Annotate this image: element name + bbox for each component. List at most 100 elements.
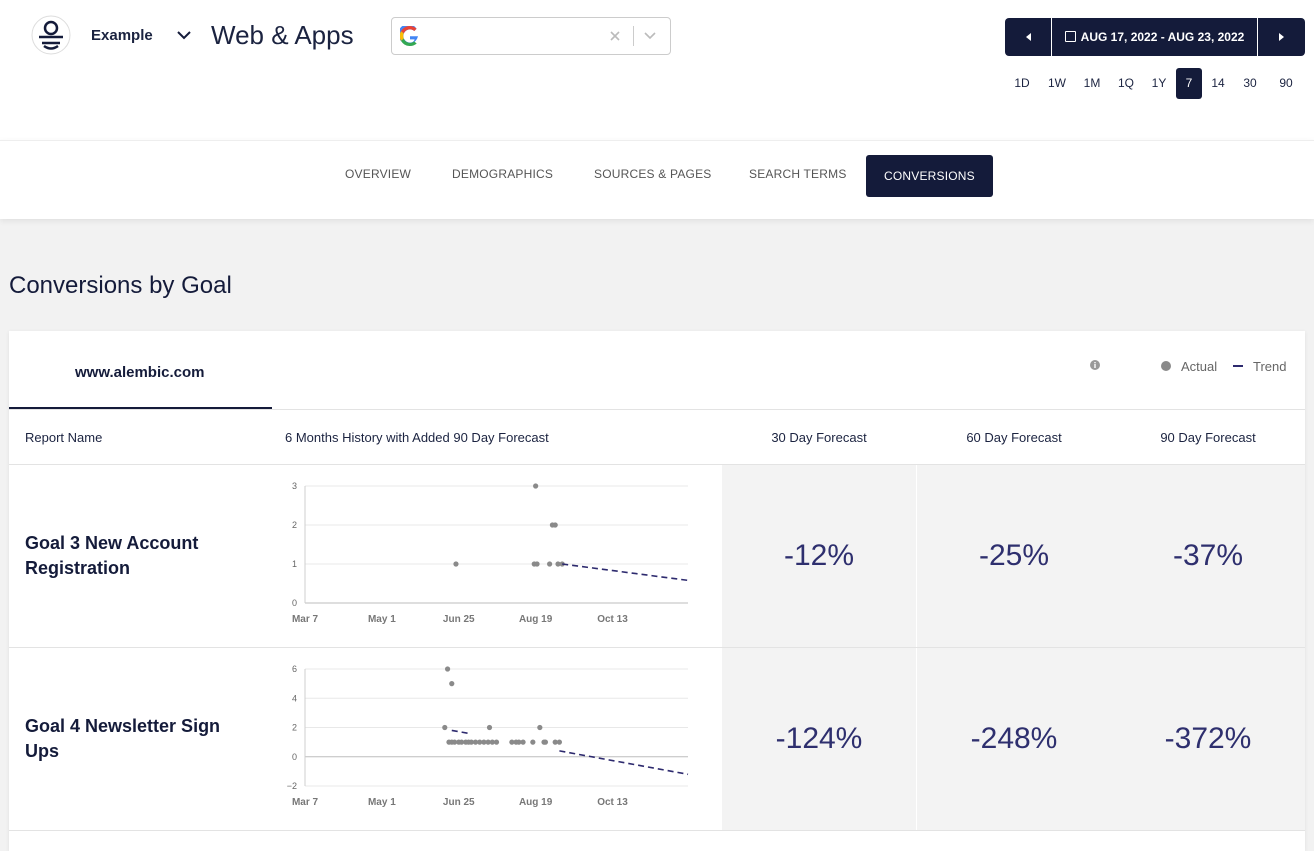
- actual-point: [516, 739, 522, 745]
- actual-point: [458, 739, 465, 745]
- range-button[interactable]: 7: [1176, 68, 1202, 99]
- actual-point: [442, 724, 448, 731]
- range-button[interactable]: 1W: [1048, 76, 1066, 90]
- y-tick-label: 4: [292, 693, 297, 703]
- actual-point: [509, 739, 515, 745]
- y-tick-label: 1: [292, 559, 297, 569]
- forecast-cell: -372%: [1111, 648, 1305, 830]
- forecast-cell: -124%: [722, 648, 916, 830]
- x-tick-label: Oct 13: [597, 614, 628, 625]
- calendar-icon: [1064, 31, 1076, 42]
- y-tick-label: 6: [292, 664, 297, 674]
- legend-actual-marker: [1161, 361, 1171, 371]
- report-name: Goal 4 Newsletter Sign Ups: [25, 716, 221, 761]
- trend-line: [562, 563, 689, 582]
- tab[interactable]: OVERVIEW: [345, 167, 412, 181]
- actual-point: [552, 739, 558, 745]
- range-button[interactable]: 90: [1279, 76, 1293, 90]
- y-tick-label: 2: [292, 520, 297, 530]
- legend-actual: Actual: [1181, 359, 1218, 374]
- prev-icon: [1026, 33, 1031, 41]
- x-tick-label: Oct 13: [597, 797, 628, 808]
- range-button[interactable]: 1M: [1083, 76, 1101, 90]
- logo: [31, 15, 71, 55]
- date-range[interactable]: AUG 17, 2022 - AUG 23, 2022: [1052, 18, 1257, 56]
- range-button[interactable]: 1D: [1014, 76, 1030, 90]
- clear-button[interactable]: [608, 29, 622, 43]
- actual-point: [556, 739, 563, 745]
- header: Example Web & Apps AUG 17, 2022 - AUG 23…: [0, 0, 1314, 140]
- actual-point: [481, 739, 487, 745]
- y-tick-label: 0: [292, 752, 297, 762]
- tab[interactable]: DEMOGRAPHICS: [452, 167, 554, 181]
- y-tick-label: 0: [292, 598, 297, 608]
- actual-point: [449, 681, 455, 687]
- trend-line: [559, 750, 689, 776]
- divider: [9, 464, 1305, 465]
- actual-point: [477, 739, 483, 745]
- actual-point: [533, 483, 539, 489]
- actual-point: [451, 739, 458, 745]
- info-icon[interactable]: [1089, 359, 1101, 371]
- dropdown-chevron[interactable]: [643, 30, 657, 42]
- forecast-cell: -248%: [917, 648, 1111, 830]
- column-header: 6 Months History with Added 90 Day Forec…: [285, 430, 549, 445]
- actual-point: [547, 561, 553, 567]
- brand-chevron[interactable]: [176, 29, 192, 41]
- actual-point: [453, 561, 459, 567]
- column-header: 90 Day Forecast: [1160, 430, 1256, 445]
- legend-trend: Trend: [1253, 359, 1287, 374]
- date-range-text: AUG 17, 2022 - AUG 23, 2022: [1080, 30, 1245, 44]
- actual-point: [493, 739, 500, 745]
- forecast-cell: -37%: [1111, 465, 1305, 647]
- site-tab[interactable]: www.alembic.com: [75, 364, 205, 381]
- range-button[interactable]: 1Q: [1117, 76, 1134, 90]
- y-tick-label: −2: [287, 781, 297, 791]
- y-tick-label: 2: [292, 723, 297, 733]
- x-tick-label: May 1: [368, 614, 396, 625]
- range-button[interactable]: 30: [1243, 76, 1257, 90]
- actual-point: [555, 561, 561, 567]
- actual-point: [444, 666, 451, 672]
- divider: [9, 409, 1305, 410]
- range-button[interactable]: 1Y: [1151, 76, 1167, 90]
- tab-bar: [0, 140, 1314, 219]
- history-chart: −2 0 2 4 6 Mar 7 May 1 Jun 25 Aug 19 Oct 13: [287, 664, 689, 808]
- report-name: Goal 3 New Account Registration: [25, 533, 199, 578]
- trend-line: [451, 729, 469, 735]
- actual-point: [542, 739, 549, 745]
- actual-point: [489, 739, 495, 745]
- history-chart: 0 1 2 3 Mar 7 May 1 Jun 25 Aug 19 Oct 13: [292, 481, 689, 625]
- legend-trend-marker: [1233, 365, 1243, 367]
- tab[interactable]: CONVERSIONS: [866, 155, 993, 197]
- actual-point: [472, 739, 479, 745]
- x-tick-label: Jun 25: [443, 797, 475, 808]
- x-tick-label: Mar 7: [292, 614, 319, 625]
- tab[interactable]: SOURCES & PAGES: [594, 167, 712, 181]
- prev-button[interactable]: [1005, 18, 1051, 56]
- brand[interactable]: Example: [91, 27, 153, 44]
- search-box[interactable]: [391, 17, 671, 55]
- actual-point: [485, 739, 491, 745]
- x-tick-label: May 1: [368, 797, 396, 808]
- actual-point: [537, 724, 543, 731]
- actual-point: [486, 724, 493, 731]
- x-tick-label: Aug 19: [519, 614, 553, 625]
- actual-point: [468, 739, 474, 745]
- range-button[interactable]: 14: [1211, 76, 1225, 90]
- row-divider: [9, 647, 1305, 648]
- column-header: 30 Day Forecast: [771, 430, 867, 445]
- section-title: Conversions by Goal: [9, 272, 232, 299]
- forecast-cell: -12%: [722, 465, 916, 647]
- tab[interactable]: SEARCH TERMS: [749, 167, 847, 181]
- separator: [633, 26, 634, 46]
- actual-point: [534, 561, 540, 567]
- next-button[interactable]: [1258, 18, 1305, 56]
- x-tick-label: Mar 7: [292, 797, 319, 808]
- actual-point: [520, 739, 526, 745]
- x-tick-label: Jun 25: [443, 614, 475, 625]
- row-divider: [9, 830, 1305, 831]
- actual-point: [552, 522, 558, 528]
- actual-point: [530, 739, 536, 745]
